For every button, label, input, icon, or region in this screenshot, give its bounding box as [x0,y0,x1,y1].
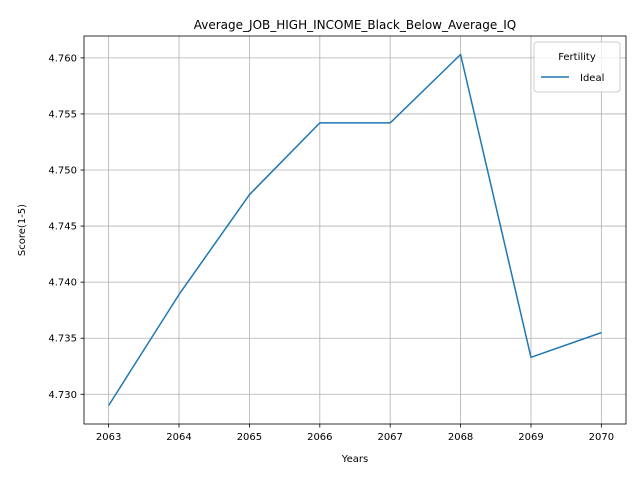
legend-label-ideal: Ideal [580,73,604,84]
x-tick-label: 2064 [166,432,191,443]
plot-frame [83,35,627,425]
x-tick-label: 2063 [96,432,121,443]
x-tick-label: 2065 [237,432,262,443]
y-axis-label: Score(1-5) [17,204,28,256]
x-tick-label: 2066 [307,432,332,443]
x-tick-label: 2070 [589,432,614,443]
y-tick-label: 4.745 [48,222,77,233]
y-tick-label: 4.730 [48,390,77,401]
x-axis: 2063 2064 2065 2066 2067 2068 2069 2070 [96,424,614,443]
x-tick-label: 2067 [377,432,402,443]
y-tick-label: 4.760 [48,53,77,64]
legend-box [533,41,621,93]
grid [84,36,626,424]
x-tick-label: 2068 [448,432,473,443]
legend: Fertility Ideal [533,41,621,93]
series-line-ideal [108,53,602,406]
legend-title: Fertility [558,52,596,63]
y-tick-label: 4.740 [48,278,77,289]
series-layer [108,53,602,406]
x-axis-label: Years [341,454,368,465]
x-tick-label: 2069 [518,432,543,443]
chart-title: Average_JOB_HIGH_INCOME_Black_Below_Aver… [194,18,517,32]
y-tick-label: 4.755 [48,109,77,120]
y-tick-label: 4.735 [48,334,77,345]
y-axis: 4.730 4.735 4.740 4.745 4.750 4.755 4.760 [48,53,84,401]
y-tick-label: 4.750 [48,166,77,177]
